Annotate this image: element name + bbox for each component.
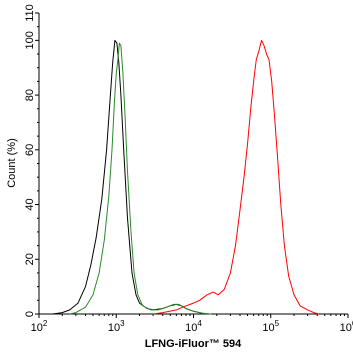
y-tick-label: 40 (24, 198, 36, 210)
y-axis-ticks: 0 20 40 60 80 100 110 (24, 4, 39, 317)
y-tick-label: 20 (24, 253, 36, 265)
series-line-0 (52, 39, 210, 315)
y-tick-label: 80 (24, 89, 36, 101)
y-tick-label: 100 (24, 31, 36, 49)
x-tick-label: 104 (185, 319, 202, 334)
plot-area: 0 20 40 60 80 100 110 102 103 104 105 106 (24, 4, 353, 334)
y-axis-title: Count (%) (6, 138, 18, 188)
x-axis-ticks: 102 103 104 105 106 (31, 314, 353, 334)
series-line-1 (69, 42, 212, 315)
y-tick-label: 0 (24, 311, 36, 317)
y-tick-label: 110 (24, 4, 36, 22)
y-tick-label: 60 (24, 144, 36, 156)
series-lines (52, 39, 320, 315)
x-tick-label: 105 (262, 319, 279, 334)
x-tick-label: 102 (31, 319, 48, 334)
series-line-2 (153, 39, 320, 315)
x-tick-label: 103 (108, 319, 125, 334)
x-axis-title: LFNG-iFluor™ 594 (145, 338, 242, 350)
x-tick-label: 106 (340, 319, 353, 334)
